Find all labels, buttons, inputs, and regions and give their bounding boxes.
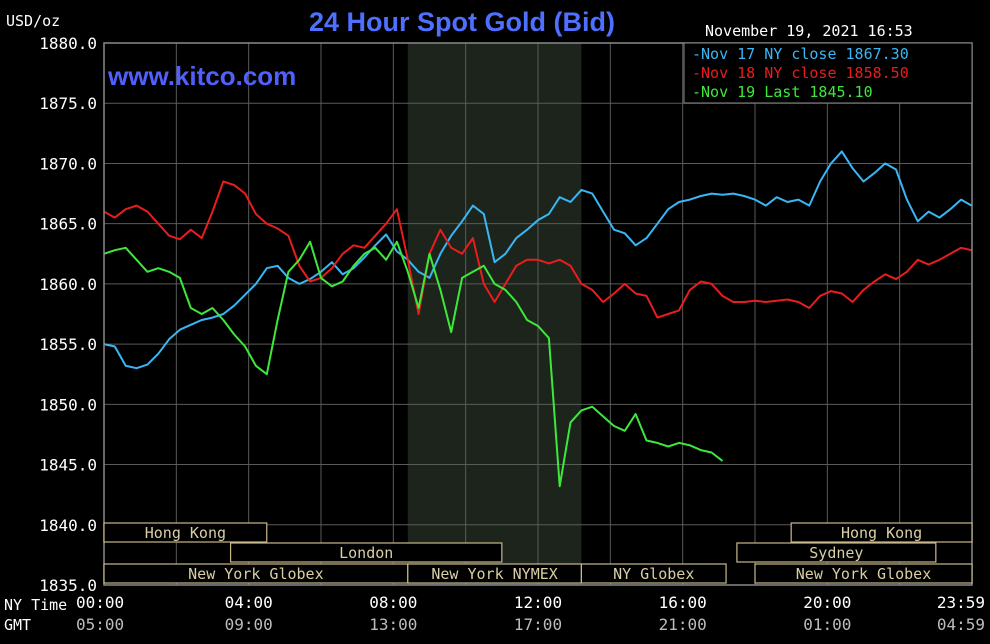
- session-bar: New York Globex: [754, 563, 973, 584]
- series-line-1: [103, 150, 973, 370]
- x-tick-ny: 04:00: [225, 593, 273, 612]
- x-tick-ny: 12:00: [514, 593, 562, 612]
- session-bar: Sydney: [736, 542, 937, 563]
- session-label: Hong Kong: [841, 524, 922, 542]
- series-line-3: [103, 240, 724, 488]
- session-bar: NY Globex: [580, 563, 727, 584]
- x-tick-ny: 16:00: [659, 593, 707, 612]
- legend-item-2: -Nov 18 NY close 1858.50: [692, 64, 909, 82]
- session-label: New York Globex: [796, 565, 931, 583]
- x-tick-gmt: 17:00: [514, 615, 562, 634]
- session-bar: New York Globex: [103, 563, 409, 584]
- x-tick-ny: 20:00: [803, 593, 851, 612]
- session-bar: London: [229, 542, 503, 563]
- legend-item-1: -Nov 17 NY close 1867.30: [692, 45, 909, 63]
- x-tick-gmt: 13:00: [369, 615, 417, 634]
- timestamp: November 19, 2021 16:53: [705, 22, 913, 40]
- session-label: New York NYMEX: [431, 565, 557, 583]
- gmt-label: GMT: [4, 616, 31, 634]
- y-tick-label: 1880.0: [39, 34, 97, 53]
- x-tick-gmt: 04:59: [937, 615, 985, 634]
- session-bar: Hong Kong: [103, 522, 268, 543]
- x-tick-ny: 08:00: [369, 593, 417, 612]
- x-tick-ny: 23:59: [937, 593, 985, 612]
- x-tick-gmt: 01:00: [803, 615, 851, 634]
- y-tick-label: 1865.0: [39, 215, 97, 234]
- y-tick-label: 1860.0: [39, 275, 97, 294]
- session-label: New York Globex: [188, 565, 323, 583]
- y-tick-label: 1855.0: [39, 335, 97, 354]
- x-tick-gmt: 09:00: [225, 615, 273, 634]
- legend-item-3: -Nov 19 Last 1845.10: [692, 83, 873, 101]
- series-lines: [103, 150, 973, 488]
- x-tick-gmt: 21:00: [659, 615, 707, 634]
- legend: -Nov 17 NY close 1867.30-Nov 18 NY close…: [683, 42, 973, 104]
- chart-title: 24 Hour Spot Gold (Bid): [309, 7, 615, 37]
- session-label: Hong Kong: [145, 524, 226, 542]
- y-tick-label: 1845.0: [39, 456, 97, 475]
- x-tick-ny: 00:00: [76, 593, 124, 612]
- y-tick-label: 1875.0: [39, 94, 97, 113]
- x-axis: 00:00 05:00 04:00 09:00 08:00 13:00 12:00 17:00…: [76, 593, 985, 634]
- units-label: USD/oz: [6, 12, 60, 30]
- y-tick-label: 1870.0: [39, 154, 97, 173]
- session-bar: Hong Kong: [790, 522, 973, 543]
- ny-time-label: NY Time: [4, 596, 67, 614]
- series-line-2: [103, 180, 972, 319]
- x-tick-gmt: 05:00: [76, 615, 124, 634]
- market-sessions: Hong Kong London New York Globex New York N…: [103, 522, 973, 584]
- shaded-region: [407, 43, 582, 585]
- y-tick-label: 1840.0: [39, 516, 97, 535]
- session-label: London: [339, 544, 393, 562]
- site-watermark: www.kitco.com: [107, 61, 296, 91]
- legend-box: [683, 42, 973, 104]
- y-tick-label: 1835.0: [39, 576, 97, 595]
- grid: [104, 43, 972, 585]
- nymex-shade: [407, 43, 582, 585]
- session-bar: New York NYMEX: [407, 563, 582, 584]
- y-axis: 1880.0 1875.0 1870.0 1865.0 1860.0 1855.0 1850…: [39, 34, 97, 595]
- session-label: NY Globex: [613, 565, 694, 583]
- y-tick-label: 1850.0: [39, 395, 97, 414]
- session-label: Sydney: [809, 544, 863, 562]
- plot-frame: [103, 42, 973, 586]
